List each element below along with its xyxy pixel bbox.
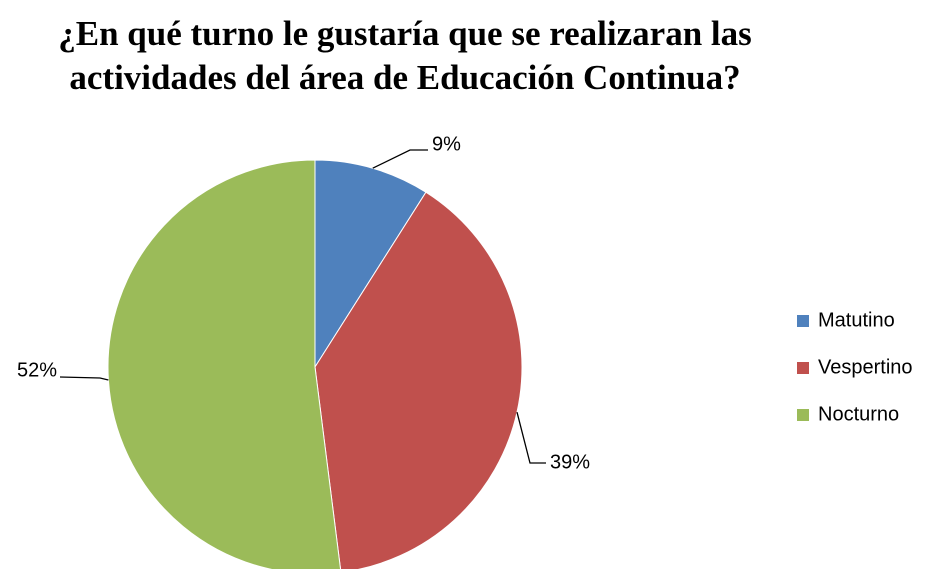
legend-swatch [797,409,809,421]
legend-label: Nocturno [818,403,899,425]
pie-slice [314,159,427,369]
leader-line [59,376,109,381]
data-label: 52% [17,359,57,381]
leader-line [372,149,428,169]
legend-swatch [797,315,809,327]
data-label: 39% [550,451,590,473]
pie-slice [314,191,523,569]
legend-label: Matutino [818,309,895,331]
chart-title: ¿En qué turno le gustaría que se realiza… [58,14,752,97]
leader-line [516,411,546,464]
pie-slice [107,159,342,569]
legend-label: Vespertino [818,356,913,378]
data-label: 9% [432,133,461,155]
legend-swatch [797,362,809,374]
